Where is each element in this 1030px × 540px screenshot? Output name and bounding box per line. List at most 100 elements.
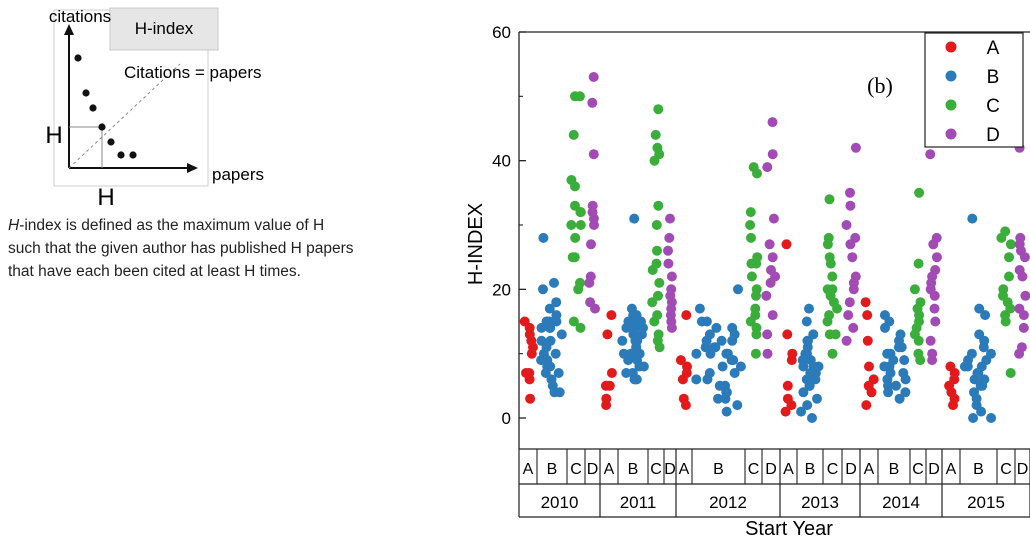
data-point-c [1004, 252, 1014, 263]
data-point-c [566, 220, 577, 230]
data-point-c [745, 220, 756, 230]
data-point-d [845, 200, 856, 211]
inset-x-axis-label: papers [212, 165, 264, 184]
data-point-c [570, 232, 581, 243]
data-point-d [845, 187, 855, 198]
subcategory-label: C [650, 461, 662, 478]
data-point-c [653, 290, 663, 301]
data-point-d [844, 297, 855, 308]
data-point-c [825, 258, 836, 269]
data-point-d [850, 142, 861, 153]
subcategory-label: C [1000, 461, 1012, 478]
data-point-d [767, 310, 778, 321]
data-point-d [666, 271, 677, 282]
subcategory-label: C [912, 461, 924, 478]
data-point-a [862, 335, 873, 346]
data-point-d [762, 162, 773, 173]
data-point-d [929, 290, 940, 301]
inset-example-points [74, 54, 137, 159]
data-point-d [847, 252, 858, 263]
data-point-c [575, 207, 586, 218]
data-point-b [733, 284, 743, 295]
data-point-b [629, 322, 640, 333]
data-point-d [764, 239, 775, 250]
data-point-a [862, 310, 873, 321]
data-point-d [1014, 348, 1025, 359]
data-point-c [913, 258, 924, 269]
data-point-b [553, 368, 564, 378]
group-label: 2011 [620, 493, 657, 512]
data-point-a [786, 355, 797, 366]
data-point-c [1000, 316, 1011, 327]
data-point-b [974, 303, 985, 314]
data-point-b [976, 406, 987, 417]
data-point-c [650, 129, 661, 140]
data-point-b [798, 361, 809, 372]
inset-diagonal-label: Citations = papers [124, 63, 262, 82]
y-axis-label: H-INDEX [465, 203, 487, 285]
data-point-b [976, 361, 987, 372]
subcategory-label: B [713, 461, 724, 478]
inset-point [74, 54, 82, 62]
group-label: 2012 [709, 493, 747, 512]
data-point-a [675, 355, 686, 366]
data-point-c [830, 329, 841, 340]
group-label: 2013 [801, 493, 839, 512]
data-point-b [882, 348, 893, 359]
legend-label-c: C [986, 96, 1000, 117]
data-point-b [629, 213, 640, 224]
data-point-c [745, 207, 756, 218]
data-point-b [549, 387, 560, 398]
h-index-definition: H-index is defined as the maximum value … [8, 214, 428, 283]
data-point-b [538, 284, 548, 295]
inset-h-left-label: H [45, 122, 62, 149]
data-point-c [827, 271, 838, 282]
subcategory-label: D [845, 461, 857, 478]
data-point-a [782, 329, 793, 340]
data-point-d [665, 213, 675, 224]
h-index-badge-label: H-index [135, 19, 194, 38]
data-point-b [899, 355, 910, 366]
data-point-c [914, 187, 925, 198]
data-point-d [929, 303, 940, 314]
data-point-c [570, 181, 580, 192]
subcategory-label: B [973, 461, 984, 478]
data-point-a [604, 380, 615, 391]
data-point-d [925, 335, 936, 346]
data-point-b [804, 380, 815, 391]
data-point-d [765, 277, 776, 288]
data-point-d [588, 72, 599, 82]
data-point-a [677, 374, 688, 385]
data-point-d [590, 303, 600, 314]
data-point-c [752, 168, 762, 179]
data-point-c [649, 316, 660, 327]
data-point-a [602, 329, 613, 340]
data-point-d [767, 149, 778, 160]
data-point-b [700, 342, 711, 353]
data-point-b [551, 297, 562, 308]
subcategory-label: A [783, 461, 794, 478]
data-point-b [900, 387, 911, 398]
data-point-a [860, 297, 871, 308]
data-point-b [804, 303, 814, 314]
data-point-d [925, 149, 936, 160]
group-label: 2010 [541, 493, 579, 512]
data-point-a [519, 316, 530, 327]
data-point-a [525, 393, 536, 404]
data-point-a [780, 406, 791, 417]
data-point-d [586, 239, 596, 250]
data-point-b [896, 342, 907, 353]
data-point-a [526, 335, 537, 346]
inset-point [98, 123, 106, 131]
data-point-c [824, 194, 835, 205]
y-tick-label: 60 [492, 23, 511, 42]
data-point-a [786, 400, 797, 411]
data-point-b [894, 393, 905, 404]
data-point-b [796, 406, 807, 417]
inset-y-arrow-icon [64, 24, 74, 35]
data-point-c [567, 252, 578, 263]
data-point-c [653, 200, 664, 211]
